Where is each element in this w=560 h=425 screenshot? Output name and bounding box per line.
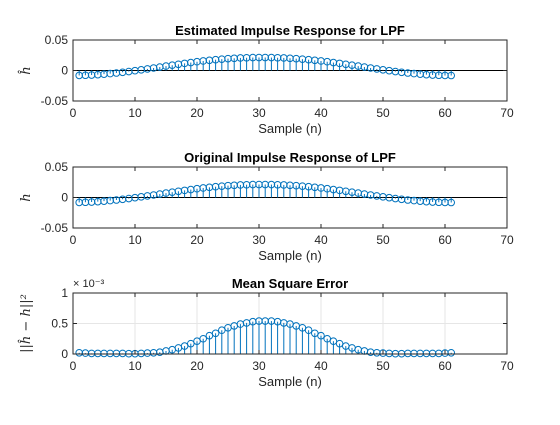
- y-tick-label: 0.05: [45, 160, 69, 174]
- x-tick-label: 40: [314, 359, 328, 373]
- x-tick-label: 0: [70, 106, 77, 120]
- y-exponent-label: × 10⁻³: [73, 278, 105, 290]
- axes-3: 0 10 20 30 40 50 60 70 0 0.5 1 × 10⁻³ Mean Square Er…: [18, 276, 514, 389]
- y-tick-label: 1: [61, 286, 68, 300]
- y-tick-label: 0: [61, 191, 68, 205]
- stem-marker: [199, 334, 207, 343]
- x-tick-label: 10: [128, 359, 142, 373]
- x-axis-label: Sample (n): [258, 374, 322, 389]
- x-tick-label: 60: [438, 233, 452, 247]
- stem-marker: [447, 198, 456, 207]
- y-tick-label: -0.05: [41, 94, 69, 108]
- stem-marker: [317, 331, 325, 340]
- x-tick-label: 70: [500, 106, 514, 120]
- axes-title: Mean Square Error: [232, 276, 348, 291]
- y-tick-label: 0: [61, 64, 68, 78]
- y-tick-label: 0.5: [51, 317, 68, 331]
- x-tick-label: 30: [252, 359, 266, 373]
- x-tick-label: 60: [438, 359, 452, 373]
- x-tick-label: 50: [376, 359, 390, 373]
- x-tick-label: 70: [500, 359, 514, 373]
- y-axis-label: ||ĥ − h||²: [18, 294, 34, 353]
- axes-title: Estimated Impulse Response for LPF: [175, 23, 405, 38]
- x-tick-label: 0: [70, 233, 77, 247]
- x-tick-label: 60: [438, 106, 452, 120]
- x-tick-label: 20: [190, 359, 204, 373]
- axes-title: Original Impulse Response of LPF: [184, 150, 396, 165]
- x-tick-label: 70: [500, 233, 514, 247]
- y-tick-label: -0.05: [41, 221, 69, 235]
- x-tick-label: 50: [376, 106, 390, 120]
- y-axis-label: ĥ: [18, 66, 34, 74]
- x-tick-label: 30: [252, 106, 266, 120]
- y-tick-label: 0.05: [45, 33, 69, 47]
- y-axis-label: h: [19, 193, 34, 201]
- stem-marker: [211, 329, 220, 338]
- x-tick-label: 10: [128, 106, 142, 120]
- stem-marker: [447, 71, 456, 80]
- x-tick-label: 40: [314, 106, 328, 120]
- x-axis-label: Sample (n): [258, 248, 322, 263]
- stem-marker: [447, 348, 456, 357]
- x-tick-label: 30: [252, 233, 266, 247]
- x-tick-label: 20: [190, 106, 204, 120]
- x-axis-label: Sample (n): [258, 121, 322, 136]
- y-tick-label: 0: [61, 347, 68, 361]
- x-tick-label: 50: [376, 233, 390, 247]
- x-tick-label: 0: [70, 359, 77, 373]
- x-tick-label: 20: [190, 233, 204, 247]
- x-tick-label: 40: [314, 233, 328, 247]
- stem-marker: [304, 326, 313, 335]
- x-tick-label: 10: [128, 233, 142, 247]
